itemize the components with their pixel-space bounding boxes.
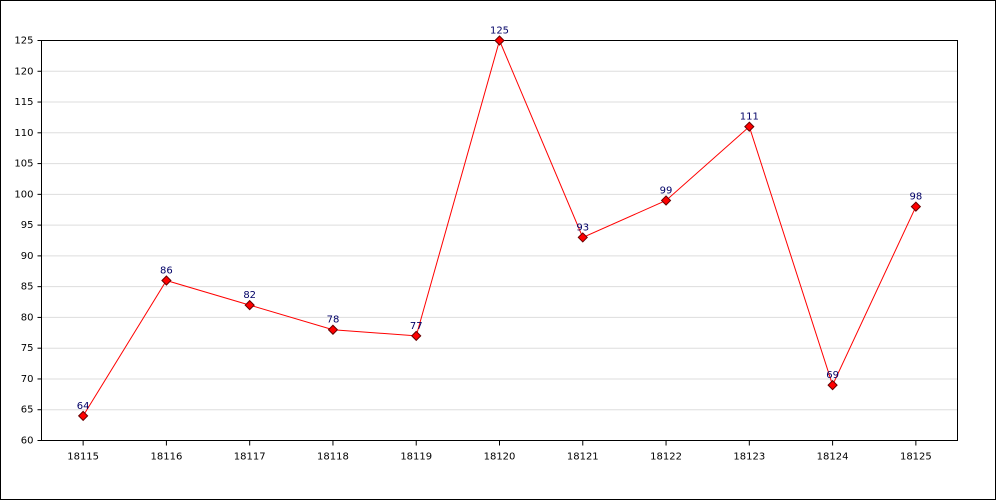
x-tick-label: 18119 [400, 452, 432, 463]
marker [244, 299, 255, 311]
marker [161, 275, 172, 286]
x-tick-label: 18125 [900, 452, 932, 463]
x-tick-label: 18123 [733, 452, 765, 463]
marker [744, 121, 755, 132]
x-tick-label: 18118 [317, 452, 349, 463]
y-tick-label: 125 [14, 36, 33, 47]
marker [77, 410, 89, 422]
marker [327, 324, 339, 335]
x-tick-label: 18122 [650, 452, 682, 463]
y-tick-label: 65 [21, 405, 34, 416]
x-tick-label: 18117 [234, 452, 266, 463]
y-tick-label: 90 [21, 251, 34, 262]
marker [910, 201, 922, 212]
marker [660, 195, 672, 206]
y-tick-label: 95 [21, 220, 34, 231]
value-label: 111 [740, 112, 759, 123]
value-label: 77 [410, 321, 423, 332]
y-tick-label: 110 [14, 128, 33, 139]
y-tick-label: 85 [21, 282, 34, 293]
y-tick-label: 80 [21, 312, 34, 323]
value-label: 98 [909, 192, 922, 203]
value-label: 82 [243, 290, 256, 301]
y-tick-label: 60 [21, 436, 34, 447]
x-tick-label: 18121 [567, 452, 599, 463]
value-label: 86 [160, 266, 173, 277]
marker [827, 379, 838, 391]
y-tick-label: 120 [14, 66, 33, 77]
marker [411, 330, 422, 342]
x-tick-label: 18115 [67, 452, 99, 463]
value-label: 64 [77, 401, 90, 412]
y-tick-label: 75 [21, 343, 34, 354]
marker [494, 35, 505, 46]
x-tick-label: 18124 [817, 452, 849, 463]
value-label: 93 [576, 222, 589, 233]
marker [577, 232, 588, 243]
value-label: 125 [490, 26, 509, 37]
x-tick-label: 18116 [151, 452, 183, 463]
y-tick-label: 115 [14, 97, 33, 108]
value-label: 69 [826, 370, 839, 381]
value-label: 99 [660, 186, 673, 197]
y-tick-label: 100 [14, 189, 33, 200]
value-label: 78 [327, 315, 340, 326]
y-tick-label: 70 [21, 374, 34, 385]
x-tick-label: 18120 [484, 452, 516, 463]
y-tick-label: 105 [14, 159, 33, 170]
